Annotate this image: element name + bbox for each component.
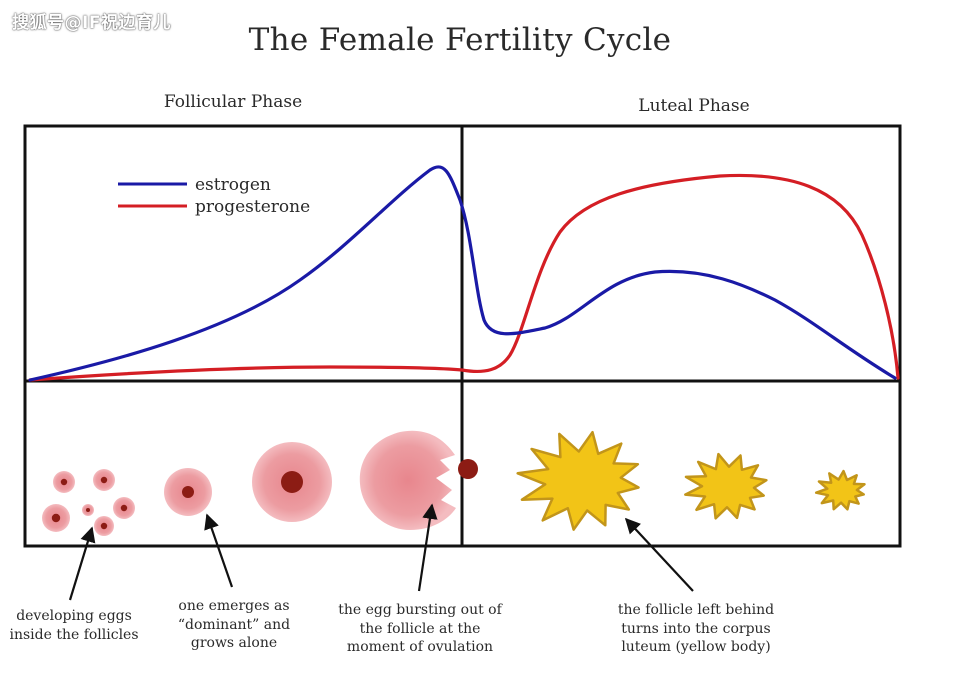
caption-corpus-line-3: luteum (yellow body) (621, 639, 771, 655)
caption-ovulation-line-1: the egg bursting out of (338, 602, 502, 618)
arrow-dominant (204, 513, 234, 588)
corpus-luteum-medium (684, 452, 768, 520)
corpus-luteum-small (814, 469, 866, 511)
caption-developing-line-2: inside the follicles (9, 626, 139, 643)
caption-corpus-line-2: turns into the corpus (621, 620, 771, 637)
caption-dominant: one emerges as “dominant” and grows alon… (164, 597, 304, 653)
caption-corpus-luteum: the follicle left behind turns into the … (598, 601, 794, 657)
follicular-phase-label: Follicular Phase (163, 92, 303, 112)
caption-ovulation: the egg bursting out of the follicle at … (322, 601, 518, 657)
caption-ovulation-line-2: the follicle at the (359, 620, 481, 637)
caption-developing: developing eggs inside the follicles (4, 607, 144, 644)
dominant-follicle (164, 468, 212, 516)
estrogen-curve (28, 165, 897, 382)
diagram-title: The Female Fertility Cycle (248, 22, 672, 58)
arrow-developing (68, 526, 96, 601)
corpus-luteum-large (516, 430, 640, 531)
caption-dominant-line-1: one emerges as (178, 598, 290, 614)
luteal-phase-label: Luteal Phase (638, 96, 750, 116)
caption-corpus-line-1: the follicle left behind (617, 602, 775, 618)
developing-follicles (42, 469, 135, 536)
caption-ovulation-line-3: moment of ovulation (346, 639, 494, 655)
legend-estrogen-label: estrogen (195, 175, 271, 195)
caption-dominant-line-2: “dominant” and (177, 616, 291, 633)
arrow-ovulation (417, 503, 438, 592)
mature-follicle (252, 442, 332, 522)
watermark: 搜狐号@IF祝边育儿 (12, 13, 171, 33)
bursting-follicle (359, 430, 478, 530)
legend-progesterone-label: progesterone (195, 197, 310, 217)
progesterone-curve (28, 173, 900, 382)
arrow-corpus-luteum (624, 517, 694, 592)
caption-developing-line-1: developing eggs (16, 608, 132, 624)
caption-dominant-line-3: grows alone (190, 635, 278, 651)
